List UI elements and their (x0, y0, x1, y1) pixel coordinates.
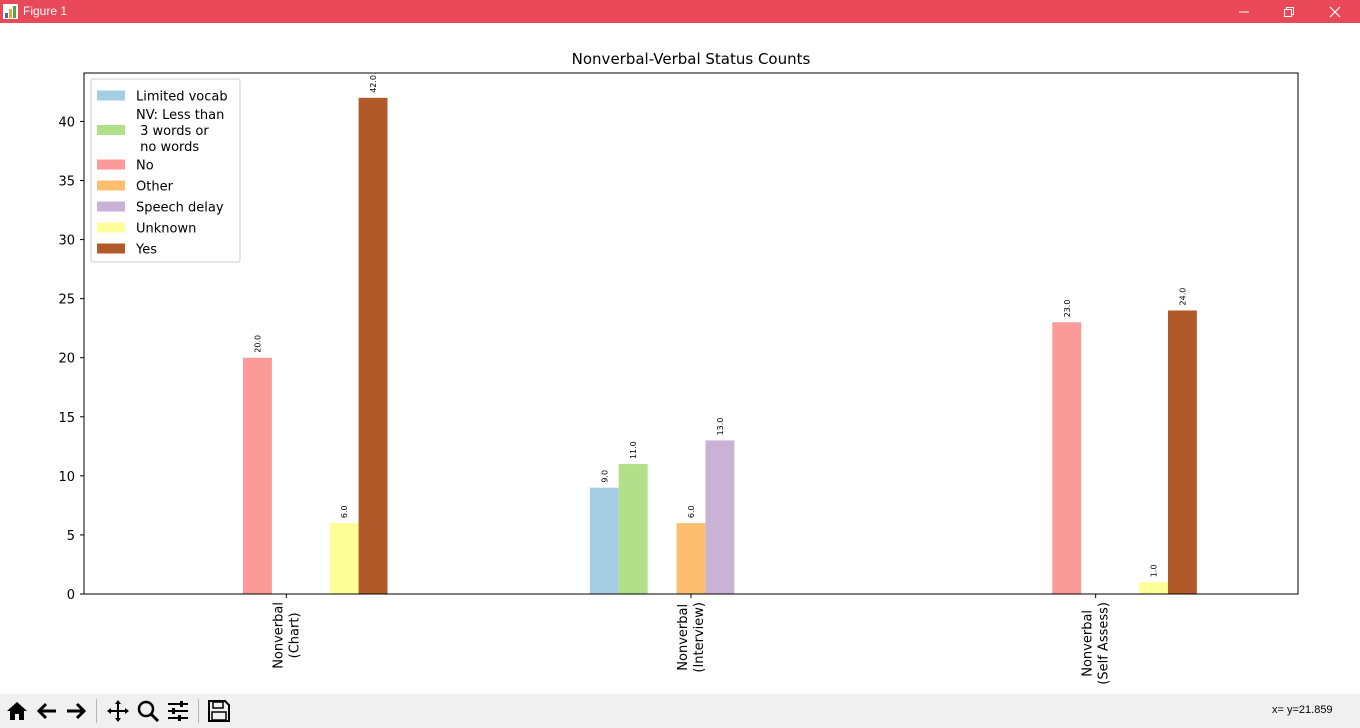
y-tick-label: 35 (58, 175, 75, 190)
restore-button[interactable] (1266, 0, 1312, 23)
bar (1052, 322, 1082, 594)
configure-button[interactable] (164, 696, 192, 726)
bar-value-label: 24.0 (1178, 288, 1187, 306)
y-tick-label: 20 (58, 352, 75, 367)
legend-swatch (97, 125, 125, 135)
legend-label: NV: Less than 3 words or no words (136, 108, 224, 155)
y-tick-label: 5 (67, 529, 75, 544)
toolbar-separator (198, 699, 199, 723)
y-tick-label: 10 (58, 470, 75, 485)
minimize-icon (1239, 11, 1249, 12)
y-tick-label: 15 (58, 411, 75, 426)
navigation-toolbar: x= y=21.859 (0, 694, 1360, 728)
legend-label: Other (136, 180, 174, 195)
bar-value-label: 42.0 (369, 75, 378, 93)
bar-value-label: 9.0 (600, 470, 609, 483)
bar-value-label: 6.0 (340, 505, 349, 518)
toolbar-separator (96, 699, 97, 723)
zoom-button[interactable] (134, 696, 162, 726)
legend-box (90, 78, 241, 263)
window-title: Figure 1 (23, 4, 68, 18)
legend-swatch (97, 222, 125, 233)
close-icon (1329, 6, 1341, 17)
chart-title: Nonverbal-Verbal Status Counts (572, 50, 811, 68)
bar (589, 487, 619, 594)
legend-swatch (97, 243, 125, 254)
bar-chart: Nonverbal-Verbal Status Counts 9.0 11.0 20.… (58, 50, 1299, 685)
pan-icon (107, 700, 129, 722)
bar (1139, 582, 1168, 594)
bar (705, 440, 735, 594)
app-icon (3, 4, 18, 19)
legend-label: Yes (135, 243, 157, 258)
legend-label: No (136, 159, 154, 174)
bar-value-label: 13.0 (716, 418, 725, 436)
y-tick-label: 40 (58, 115, 75, 130)
x-tick-label: Nonverbal(Self Assess) (1081, 602, 1112, 685)
save-button[interactable] (205, 696, 233, 726)
bar (242, 357, 272, 594)
bar-value-label: 11.0 (629, 441, 638, 459)
title-bar: Figure 1 (0, 0, 1360, 23)
y-tick-label: 30 (58, 234, 75, 249)
legend-label: Speech delay (136, 201, 224, 216)
forward-button[interactable] (62, 696, 90, 726)
legend-label: Unknown (136, 222, 196, 237)
y-tick-label: 25 (58, 293, 75, 308)
home-button[interactable] (3, 696, 31, 726)
home-icon (7, 702, 27, 720)
minimize-button[interactable] (1221, 0, 1267, 23)
figure-canvas[interactable]: Nonverbal-Verbal Status Counts 9.0 11.0 20.… (0, 23, 1360, 694)
close-button[interactable] (1312, 0, 1358, 23)
legend-swatch (97, 180, 125, 191)
bar-value-label: 6.0 (687, 505, 696, 518)
configure-icon (168, 701, 188, 721)
save-icon (208, 700, 230, 722)
bar (358, 97, 388, 595)
bar (1167, 310, 1197, 594)
bar-value-label: 23.0 (1063, 299, 1072, 317)
pan-button[interactable] (104, 696, 132, 726)
coordinates-readout: x= y=21.859 (1272, 704, 1333, 716)
bar (676, 523, 706, 594)
legend-label: Limited vocab (136, 90, 228, 105)
forward-icon (67, 702, 87, 720)
bar-value-label: 20.0 (253, 335, 262, 353)
back-icon (36, 702, 56, 720)
zoom-icon (137, 700, 160, 723)
back-button[interactable] (33, 696, 61, 726)
bar-value-label: 1.0 (1149, 564, 1158, 577)
bar (329, 523, 359, 594)
y-tick-label: 0 (67, 588, 75, 603)
x-tick-label: Nonverbal(Interview) (676, 602, 707, 673)
legend-swatch (97, 159, 125, 170)
restore-icon (1284, 6, 1294, 17)
legend-swatch (97, 90, 125, 101)
legend-swatch (97, 201, 125, 212)
bar (618, 464, 648, 594)
x-tick-label: Nonverbal(Chart) (271, 602, 302, 669)
